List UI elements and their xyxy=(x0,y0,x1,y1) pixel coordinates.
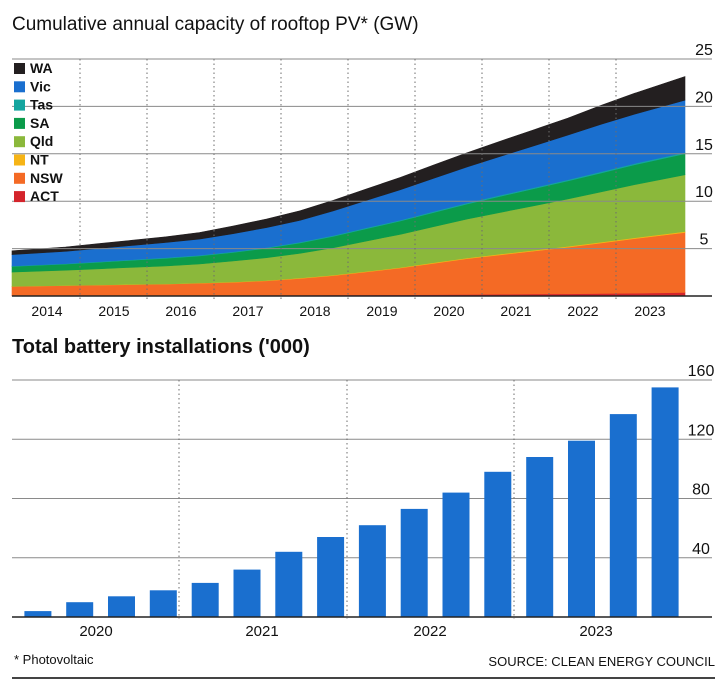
x-tick-label: 2021 xyxy=(500,303,531,319)
y-tick-label: 20 xyxy=(695,89,713,106)
source-credit: SOURCE: CLEAN ENERGY COUNCIL xyxy=(488,654,715,669)
battery-bar xyxy=(317,537,345,617)
pv-legend: WA Vic Tas SA Qld NT NSW ACT xyxy=(14,60,63,204)
y-tick-label: 80 xyxy=(692,482,710,499)
legend-label-qld: Qld xyxy=(30,133,53,149)
battery-bar xyxy=(442,492,470,617)
x-year-label: 2023 xyxy=(579,623,612,640)
x-year-label: 2021 xyxy=(245,623,278,640)
battery-bar xyxy=(400,508,428,617)
x-tick-label: 2016 xyxy=(165,303,196,319)
y-tick-label: 10 xyxy=(695,184,713,201)
footnote: * Photovoltaic xyxy=(14,652,94,667)
pv-area-chart: 5 10 15 20 25 2014 2015 2016 2017 2018 2019 2020 202… xyxy=(11,42,713,319)
y-tick-label: 120 xyxy=(688,422,715,439)
battery-bar xyxy=(275,551,303,617)
x-tick-label: 2014 xyxy=(31,303,62,319)
battery-bar xyxy=(24,611,52,617)
legend-swatch-act xyxy=(14,191,25,203)
legend-swatch-wa xyxy=(14,63,25,74)
x-tick-label: 2020 xyxy=(433,303,464,319)
battery-chart-title: Total battery installations ('000) xyxy=(12,336,310,358)
legend-label-nt: NT xyxy=(30,152,49,168)
legend-label-vic: Vic xyxy=(30,78,51,94)
battery-bar xyxy=(108,596,135,617)
battery-bar xyxy=(191,582,219,617)
battery-bar xyxy=(66,602,94,617)
legend-label-sa: SA xyxy=(30,115,49,131)
x-tick-label: 2019 xyxy=(366,303,397,319)
x-tick-label: 2022 xyxy=(567,303,598,319)
y-tick-label: 40 xyxy=(692,541,710,558)
battery-bar-chart: 40 80 120 160 2020 2021 2022 2023 xyxy=(12,363,715,640)
battery-bar xyxy=(526,457,554,617)
battery-bar xyxy=(149,590,177,617)
legend-swatch-vic xyxy=(14,81,25,93)
y-tick-label: 160 xyxy=(688,363,715,380)
legend-swatch-tas xyxy=(14,99,25,111)
y-tick-label: 5 xyxy=(700,232,709,249)
legend-label-tas: Tas xyxy=(30,97,53,113)
legend-swatch-qld xyxy=(14,136,25,148)
legend-swatch-sa xyxy=(14,117,25,129)
x-year-label: 2022 xyxy=(413,623,446,640)
battery-bar xyxy=(233,569,261,617)
area-wa xyxy=(11,76,686,255)
battery-bar xyxy=(484,471,512,617)
pv-gridlines xyxy=(12,58,712,300)
legend-label-wa: WA xyxy=(30,60,53,76)
pv-areas xyxy=(11,76,686,297)
x-tick-label: 2018 xyxy=(299,303,330,319)
battery-bar xyxy=(651,387,679,617)
legend-swatch-nt xyxy=(14,154,25,166)
x-tick-label: 2023 xyxy=(634,303,665,319)
x-year-label: 2020 xyxy=(79,623,112,640)
legend-label-act: ACT xyxy=(30,188,59,204)
legend-label-nsw: NSW xyxy=(30,170,63,186)
battery-bar xyxy=(609,414,637,617)
x-tick-label: 2017 xyxy=(232,303,263,319)
footer-rule xyxy=(12,677,715,679)
y-tick-label: 25 xyxy=(695,42,713,59)
battery-bar xyxy=(568,440,595,617)
battery-bars xyxy=(24,387,679,617)
pv-chart-title: Cumulative annual capacity of rooftop PV… xyxy=(12,14,419,35)
x-tick-label: 2015 xyxy=(98,303,129,319)
y-tick-label: 15 xyxy=(695,137,713,154)
legend-swatch-nsw xyxy=(14,172,25,184)
battery-bar xyxy=(358,525,386,617)
